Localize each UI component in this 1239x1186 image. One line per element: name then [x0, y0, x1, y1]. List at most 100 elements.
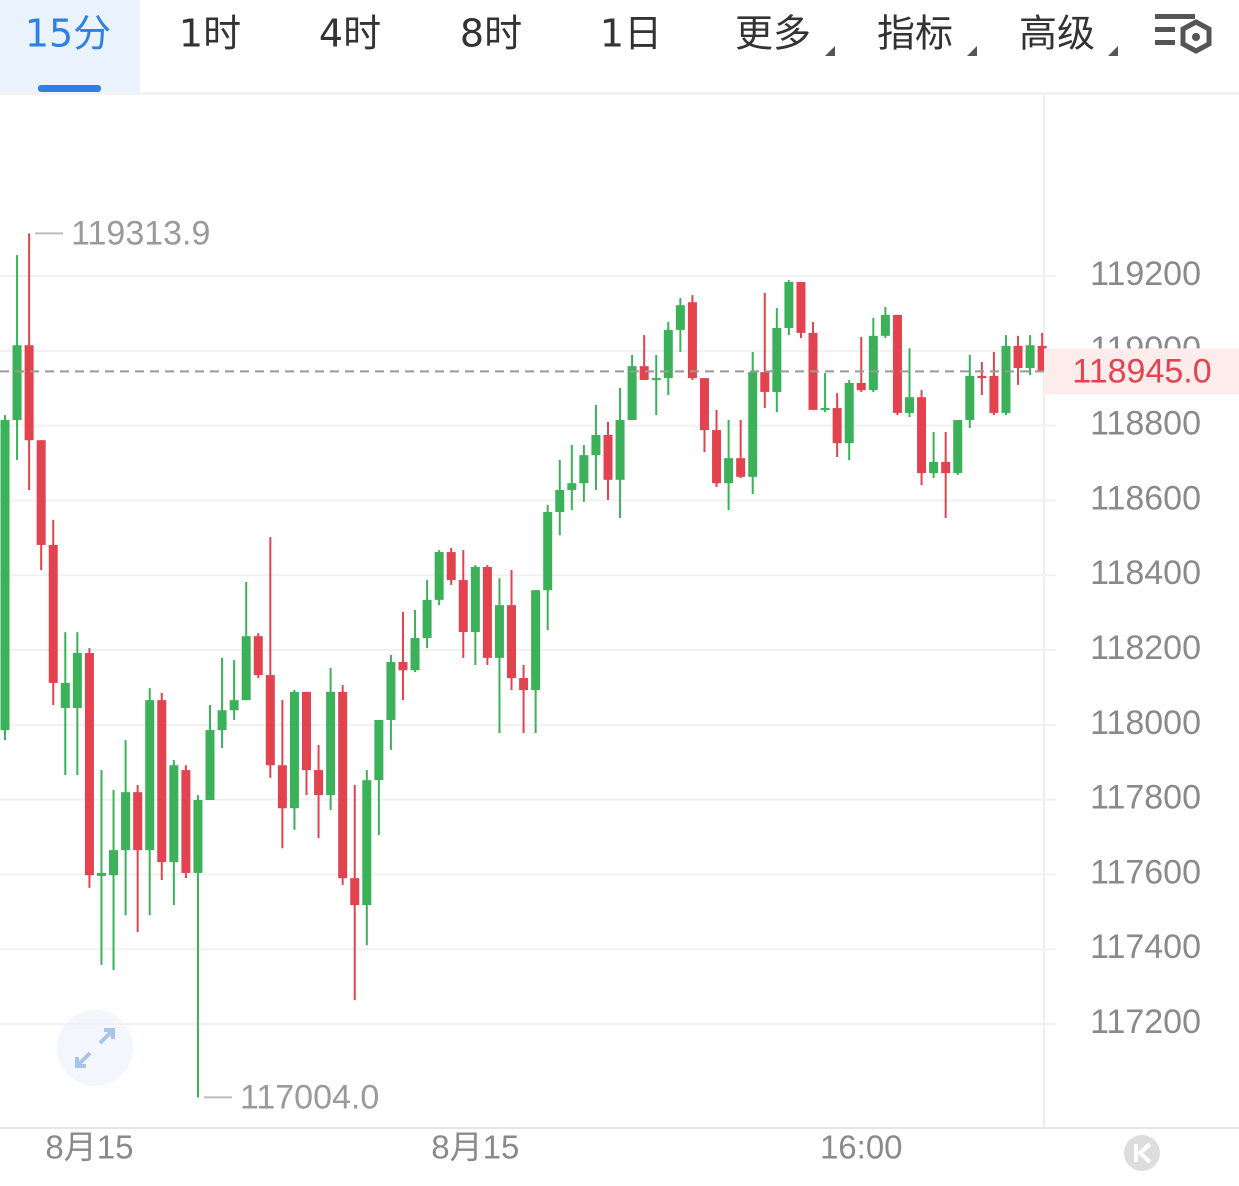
y-tick-label: 119200	[1090, 255, 1201, 293]
candle-body	[157, 700, 167, 863]
candle-body	[639, 366, 649, 380]
candle-body	[953, 420, 963, 474]
active-tab-bg[interactable]	[0, 0, 140, 92]
candle-body	[856, 382, 866, 391]
y-tick-label: 118000	[1090, 704, 1201, 742]
candle-body	[772, 328, 782, 392]
candle-body	[133, 792, 143, 851]
candle-body	[169, 765, 179, 863]
candle-body	[748, 372, 758, 477]
y-tick-label: 117400	[1090, 928, 1201, 966]
tab[interactable]: 高级	[1019, 12, 1095, 56]
candle-body	[60, 682, 70, 708]
candle-body	[820, 408, 830, 411]
tab[interactable]: 1日	[600, 12, 662, 56]
candle-body	[880, 314, 890, 336]
candle-body	[784, 282, 794, 329]
tab[interactable]: 1时	[179, 12, 241, 56]
candle-body	[217, 710, 227, 731]
candle-body	[410, 638, 420, 671]
y-tick-label: 117200	[1090, 1003, 1201, 1041]
dropdown-arrows	[825, 46, 1118, 56]
candle-body	[362, 780, 372, 906]
y-tick-label: 117600	[1090, 853, 1201, 891]
candle-body	[591, 434, 601, 456]
y-tick-label: 118400	[1090, 554, 1201, 592]
candle-body	[446, 552, 456, 581]
last-price-label: 118945.0	[1072, 352, 1211, 390]
candle-body	[917, 397, 927, 474]
last-price-box	[1044, 348, 1239, 395]
settings-icon[interactable]	[1155, 14, 1212, 54]
candle-body	[109, 850, 119, 876]
candle-body	[374, 719, 384, 781]
candle-body	[507, 605, 517, 679]
candle-body	[579, 455, 589, 484]
candle-body	[482, 566, 492, 658]
candle-body	[72, 653, 82, 708]
candle-body	[338, 691, 348, 879]
tab[interactable]: 8时	[460, 12, 522, 56]
expand-button[interactable]	[57, 1010, 133, 1086]
candle-body	[603, 434, 613, 480]
candle-body	[1037, 345, 1047, 372]
candle-body	[615, 420, 625, 480]
candle-body	[422, 599, 432, 639]
candle-body	[121, 792, 131, 851]
candle-body	[193, 799, 203, 873]
min-label: 117004.0	[240, 1078, 379, 1116]
y-tick-label: 118800	[1090, 405, 1201, 443]
candle-body	[736, 458, 746, 477]
candle-body	[724, 458, 734, 484]
candle-body	[145, 700, 155, 851]
candle-body	[458, 580, 468, 633]
candle-body	[386, 661, 396, 720]
candle-body	[1025, 345, 1035, 369]
candle-body	[398, 661, 408, 671]
candle-body	[277, 765, 287, 809]
candle-body	[326, 691, 336, 796]
tab[interactable]: 指标	[877, 12, 953, 56]
candle-body	[844, 382, 854, 444]
candle-body	[941, 461, 951, 474]
candle-body	[314, 770, 324, 796]
candle-body	[519, 678, 529, 691]
k-button[interactable]	[1124, 1135, 1160, 1171]
candle-body	[687, 302, 697, 379]
candle-body	[1013, 345, 1023, 369]
y-tick-label: 118600	[1090, 479, 1201, 517]
max-label: 119313.9	[71, 214, 210, 252]
candle-body	[555, 489, 565, 513]
candle-body	[36, 440, 46, 545]
candle-body	[494, 605, 504, 658]
candle-body	[543, 512, 553, 591]
candle-body	[712, 430, 722, 484]
x-tick-label: 8月15	[45, 1129, 133, 1166]
candle-body	[651, 378, 661, 381]
tab[interactable]: 更多	[735, 12, 811, 56]
candle-body	[84, 653, 94, 876]
candle-body	[892, 314, 902, 413]
candle-body	[470, 566, 480, 633]
candle-body	[531, 590, 541, 691]
candle-body	[760, 372, 770, 392]
candle-body	[289, 691, 299, 809]
candle-body	[253, 636, 263, 676]
tab[interactable]: 15分	[25, 12, 111, 56]
candle-body	[1001, 345, 1011, 413]
candle-body	[205, 730, 215, 800]
candle-body	[229, 700, 239, 711]
candle-body	[434, 552, 444, 600]
tab[interactable]: 4时	[319, 12, 381, 56]
candle-body	[567, 483, 577, 490]
candle-body	[832, 408, 842, 444]
candle-body	[48, 544, 58, 683]
candle-body	[265, 675, 275, 766]
candle-body	[699, 378, 709, 431]
candle-body	[989, 375, 999, 413]
x-tick-label: 16:00	[820, 1129, 903, 1166]
active-tab-indicator	[38, 85, 101, 92]
candle-body	[302, 691, 311, 771]
candle-body	[12, 345, 22, 421]
